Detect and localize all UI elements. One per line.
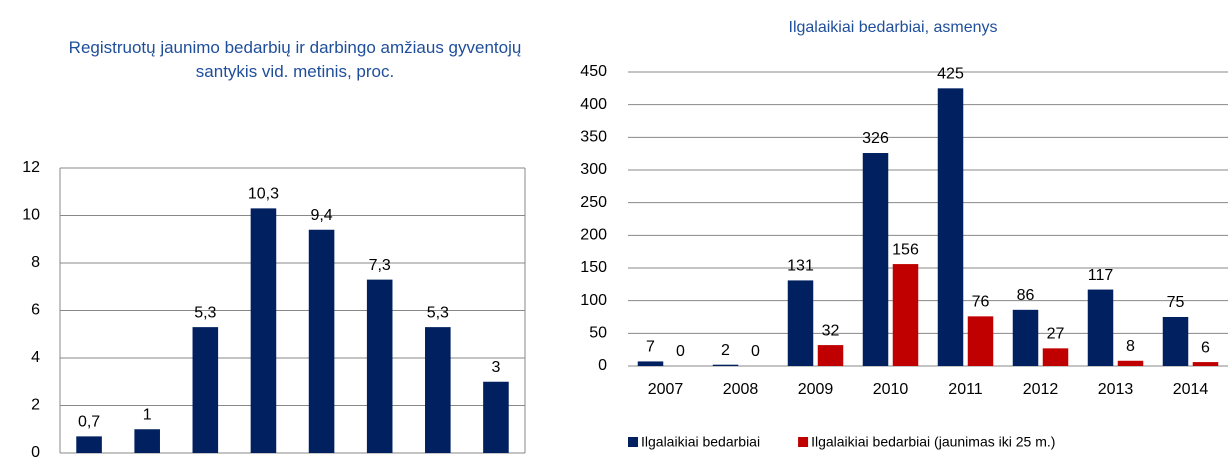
bar — [637, 361, 664, 366]
data-label: 5,3 — [194, 304, 216, 321]
y-tick-label: 450 — [580, 63, 607, 80]
x-tick-label: 2007 — [648, 381, 684, 398]
y-tick-label: 100 — [580, 292, 607, 309]
data-label: 117 — [1088, 267, 1114, 284]
bar — [712, 364, 739, 366]
data-label: 131 — [787, 258, 814, 275]
y-tick-label: 50 — [589, 325, 607, 342]
data-label: 5,3 — [427, 304, 449, 321]
x-tick-label: 2014 — [1173, 381, 1209, 398]
data-label: 9,4 — [310, 207, 332, 224]
bar — [817, 345, 844, 366]
data-label: 326 — [862, 130, 889, 147]
y-tick-label: 0 — [598, 357, 607, 374]
bar — [250, 208, 277, 453]
bar — [862, 153, 889, 366]
bar — [192, 327, 219, 453]
x-tick-label: 2009 — [798, 381, 834, 398]
y-tick-label: 350 — [580, 129, 607, 146]
data-label: 0,7 — [78, 414, 100, 431]
bar — [1087, 289, 1114, 366]
data-label: 7 — [646, 339, 655, 356]
legend-label: Ilgalaikiai bedarbiai — [641, 434, 760, 450]
data-label: 27 — [1047, 326, 1065, 343]
data-label: 1 — [143, 406, 152, 423]
data-label: 0 — [676, 343, 685, 360]
bar — [76, 436, 102, 453]
x-tick-label: 2008 — [723, 381, 759, 398]
data-label: 86 — [1017, 287, 1035, 304]
bar — [1012, 309, 1039, 366]
chart-title: Ilgalaikiai bedarbiai, asmenys — [788, 19, 998, 36]
y-tick-label: 12 — [22, 159, 40, 176]
legend-swatch — [628, 437, 638, 447]
data-label: 8 — [1126, 338, 1135, 355]
bar — [1042, 348, 1069, 366]
y-tick-label: 8 — [31, 254, 40, 271]
y-tick-label: 0 — [31, 444, 40, 457]
bar — [1162, 317, 1189, 366]
data-label: 156 — [892, 241, 919, 258]
bar — [1117, 360, 1144, 366]
bar — [1192, 362, 1219, 366]
bar — [134, 429, 160, 453]
bar — [366, 279, 393, 453]
x-tick-label: 2011 — [948, 381, 983, 398]
legend-swatch — [798, 437, 809, 447]
data-label: 76 — [972, 294, 990, 311]
data-label: 10,3 — [248, 186, 279, 203]
data-label: 6 — [1201, 339, 1210, 356]
data-label: 3 — [491, 359, 500, 376]
chart-title: Registruotų jaunimo bedarbių ir darbingo… — [68, 38, 522, 81]
y-tick-label: 6 — [31, 302, 40, 319]
legend-label: Ilgalaikiai bedarbiai (jaunimas iki 25 m… — [811, 434, 1055, 450]
y-tick-label: 4 — [31, 349, 40, 366]
bar — [937, 88, 964, 366]
bar — [308, 229, 335, 453]
bar — [967, 316, 994, 366]
data-label: 7,3 — [369, 257, 391, 274]
y-tick-label: 400 — [580, 96, 607, 113]
data-label: 425 — [937, 66, 964, 83]
y-tick-label: 10 — [22, 207, 40, 224]
x-tick-label: 2013 — [1098, 381, 1134, 398]
bar — [892, 264, 919, 366]
data-label: 2 — [721, 342, 730, 359]
y-tick-label: 2 — [31, 397, 40, 414]
bar — [787, 280, 814, 366]
y-tick-label: 150 — [580, 259, 607, 276]
bar — [425, 327, 451, 453]
x-tick-label: 2012 — [1023, 381, 1059, 398]
y-tick-label: 200 — [580, 227, 607, 244]
y-tick-label: 300 — [580, 161, 607, 178]
data-label: 75 — [1167, 294, 1185, 311]
data-label: 0 — [751, 343, 760, 360]
data-label: 32 — [822, 322, 840, 339]
x-tick-label: 2010 — [873, 381, 909, 398]
y-tick-label: 250 — [580, 194, 607, 211]
bar — [483, 381, 509, 453]
